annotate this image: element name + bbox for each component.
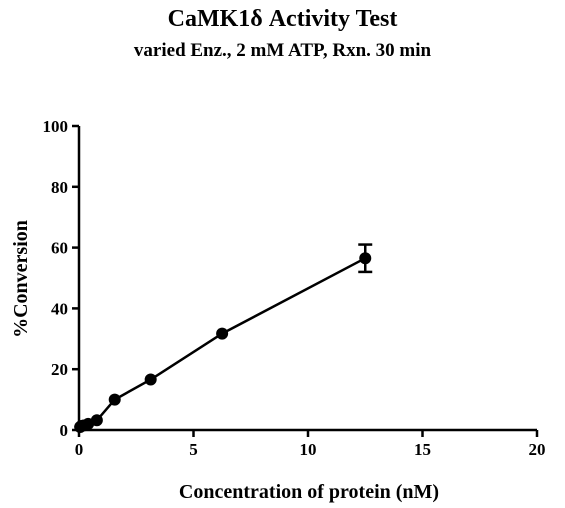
x-tick-label: 5 bbox=[189, 440, 198, 459]
series-line bbox=[79, 257, 366, 428]
y-tick-label: 100 bbox=[43, 117, 69, 136]
y-tick-label: 0 bbox=[60, 421, 69, 440]
data-point bbox=[144, 373, 157, 386]
x-tick-label: 0 bbox=[75, 440, 84, 459]
x-tick-label: 20 bbox=[529, 440, 546, 459]
y-tick-label: 40 bbox=[51, 299, 68, 318]
y-tick-label: 80 bbox=[51, 178, 68, 197]
x-tick-label: 15 bbox=[414, 440, 431, 459]
chart-title: CaMK1δ Activity Test bbox=[167, 6, 398, 32]
data-point bbox=[90, 414, 103, 427]
x-tick-label: 10 bbox=[300, 440, 317, 459]
data-point bbox=[108, 393, 121, 406]
data-point bbox=[216, 327, 229, 340]
axes: 0 20 40 60 80 100 0 5 10 15 20 bbox=[43, 117, 546, 459]
y-axis-label: %Conversion bbox=[10, 220, 32, 338]
data-point bbox=[359, 252, 372, 265]
y-tick-label: 60 bbox=[51, 239, 68, 258]
chart-subtitle: varied Enz., 2 mM ATP, Rxn. 30 min bbox=[133, 40, 432, 61]
x-axis-label: Concentration of protein (nM) bbox=[179, 481, 439, 503]
y-tick-label: 20 bbox=[51, 360, 68, 379]
plot-area bbox=[74, 243, 373, 433]
